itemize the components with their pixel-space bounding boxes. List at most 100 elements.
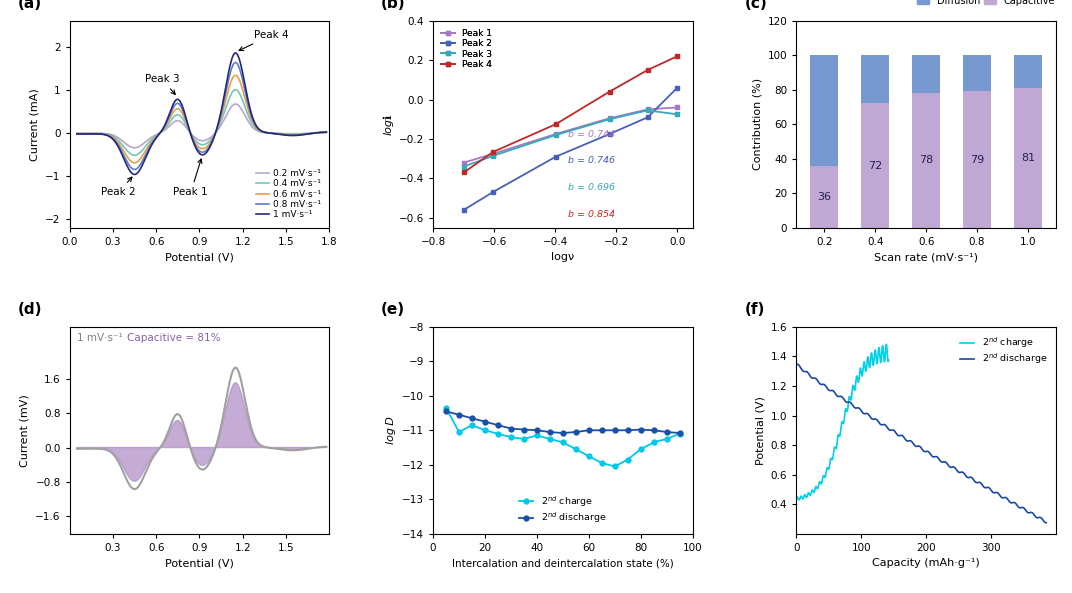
Bar <box>810 165 838 228</box>
Bar <box>1014 88 1042 228</box>
Bar <box>963 91 991 228</box>
0.8 mV·s⁻¹ <box>260 129 273 136</box>
Peak 1 <box>458 159 471 166</box>
0.2 mV·s⁻¹ <box>215 120 228 127</box>
Peak 4 <box>641 66 654 74</box>
2nd discharge <box>647 427 660 434</box>
2nd charge <box>556 439 569 446</box>
1 mV·s⁻¹ <box>86 130 99 138</box>
X-axis label: Intercalation and deintercalation state (%): Intercalation and deintercalation state … <box>452 558 673 568</box>
Peak 2 <box>458 206 471 213</box>
Text: (b): (b) <box>382 0 405 11</box>
2nd charge <box>544 435 556 442</box>
0.4 mV·s⁻¹ <box>222 97 235 104</box>
X-axis label: Potential (V): Potential (V) <box>165 252 234 262</box>
0.8 mV·s⁻¹ <box>129 166 142 173</box>
1 mV·s⁻¹ <box>230 50 243 57</box>
Line: Peak 2: Peak 2 <box>461 85 680 212</box>
0.6 mV·s⁻¹ <box>286 131 299 138</box>
2nd discharge <box>673 429 686 436</box>
0.6 mV·s⁻¹ <box>229 72 242 79</box>
Peak 1 <box>487 150 500 157</box>
Text: 1 mV·s⁻¹: 1 mV·s⁻¹ <box>77 333 123 343</box>
1 mV·s⁻¹ <box>222 69 235 76</box>
0.6 mV·s⁻¹ <box>230 72 243 79</box>
0.4 mV·s⁻¹ <box>230 87 243 94</box>
0.6 mV·s⁻¹ <box>260 129 273 136</box>
Peak 1 <box>641 106 654 113</box>
Legend: 0.2 mV·s⁻¹, 0.4 mV·s⁻¹, 0.6 mV·s⁻¹, 0.8 mV·s⁻¹, 1 mV·s⁻¹: 0.2 mV·s⁻¹, 0.4 mV·s⁻¹, 0.6 mV·s⁻¹, 0.8 … <box>252 165 325 223</box>
0.6 mV·s⁻¹ <box>86 130 99 137</box>
Peak 3 <box>641 107 654 114</box>
Text: 36: 36 <box>817 192 832 202</box>
2nd charge <box>608 463 621 470</box>
Bar <box>912 93 940 228</box>
Text: b = 0.746: b = 0.746 <box>568 157 615 165</box>
2nd discharge <box>556 429 569 436</box>
2nd discharge <box>531 427 544 434</box>
2nd charge <box>595 460 608 467</box>
0.4 mV·s⁻¹ <box>215 115 228 122</box>
2nd charge <box>491 430 504 437</box>
Peak 3 <box>671 111 684 118</box>
2nd charge <box>647 439 660 446</box>
Peak 3 <box>458 163 471 170</box>
2nd charge <box>478 427 491 434</box>
Text: 72: 72 <box>868 161 882 171</box>
2nd charge <box>660 435 673 442</box>
Line: 0.6 mV·s⁻¹: 0.6 mV·s⁻¹ <box>77 75 326 162</box>
Text: (c): (c) <box>744 0 768 11</box>
2nd charge <box>518 435 531 442</box>
Y-axis label: logℹ: logℹ <box>383 113 393 135</box>
Peak 2 <box>671 84 684 91</box>
2nd discharge <box>440 408 452 415</box>
2nd discharge <box>608 427 621 434</box>
0.4 mV·s⁻¹ <box>229 86 242 93</box>
Peak 2 <box>604 130 616 138</box>
Bar <box>810 55 838 165</box>
Text: b = 0.854: b = 0.854 <box>568 211 615 219</box>
0.6 mV·s⁻¹ <box>222 85 235 93</box>
2nd discharge <box>465 415 478 422</box>
Legend: 2$^{nd}$ charge, 2$^{nd}$ discharge: 2$^{nd}$ charge, 2$^{nd}$ discharge <box>516 490 610 529</box>
2nd discharge <box>635 426 647 433</box>
Peak 4 <box>487 148 500 155</box>
0.2 mV·s⁻¹ <box>86 130 99 137</box>
2nd discharge <box>491 422 504 429</box>
0.8 mV·s⁻¹ <box>230 59 243 66</box>
Peak 1 <box>604 114 616 122</box>
Text: 81: 81 <box>1021 153 1034 163</box>
Peak 3 <box>549 132 562 139</box>
Peak 3 <box>487 152 500 160</box>
2nd discharge <box>569 429 582 436</box>
0.6 mV·s⁻¹ <box>319 129 332 136</box>
1 mV·s⁻¹ <box>319 129 332 136</box>
1 mV·s⁻¹ <box>286 132 299 139</box>
Text: Peak 3: Peak 3 <box>145 74 179 94</box>
Peak 2 <box>549 153 562 160</box>
1 mV·s⁻¹ <box>229 49 242 56</box>
2nd charge <box>673 430 686 437</box>
0.8 mV·s⁻¹ <box>86 130 99 138</box>
0.2 mV·s⁻¹ <box>229 100 242 107</box>
0.2 mV·s⁻¹ <box>319 129 332 136</box>
0.2 mV·s⁻¹ <box>286 130 299 138</box>
2nd charge <box>465 422 478 429</box>
Text: Peak 2: Peak 2 <box>102 177 136 197</box>
2nd charge <box>505 433 518 441</box>
0.8 mV·s⁻¹ <box>71 130 84 138</box>
Text: b = 0.696: b = 0.696 <box>568 183 615 192</box>
X-axis label: Capacity (mAh·g⁻¹): Capacity (mAh·g⁻¹) <box>873 558 980 568</box>
Y-axis label: Current (mV): Current (mV) <box>19 394 30 467</box>
Peak 4 <box>604 88 616 95</box>
Text: (e): (e) <box>382 302 405 317</box>
2nd discharge <box>544 429 556 436</box>
0.4 mV·s⁻¹ <box>129 152 142 159</box>
Peak 4 <box>549 120 562 127</box>
0.4 mV·s⁻¹ <box>71 130 84 137</box>
Text: (f): (f) <box>744 302 764 317</box>
Line: 2nd discharge: 2nd discharge <box>444 409 682 435</box>
Bar <box>861 104 890 228</box>
1 mV·s⁻¹ <box>260 129 273 136</box>
0.2 mV·s⁻¹ <box>230 101 243 108</box>
